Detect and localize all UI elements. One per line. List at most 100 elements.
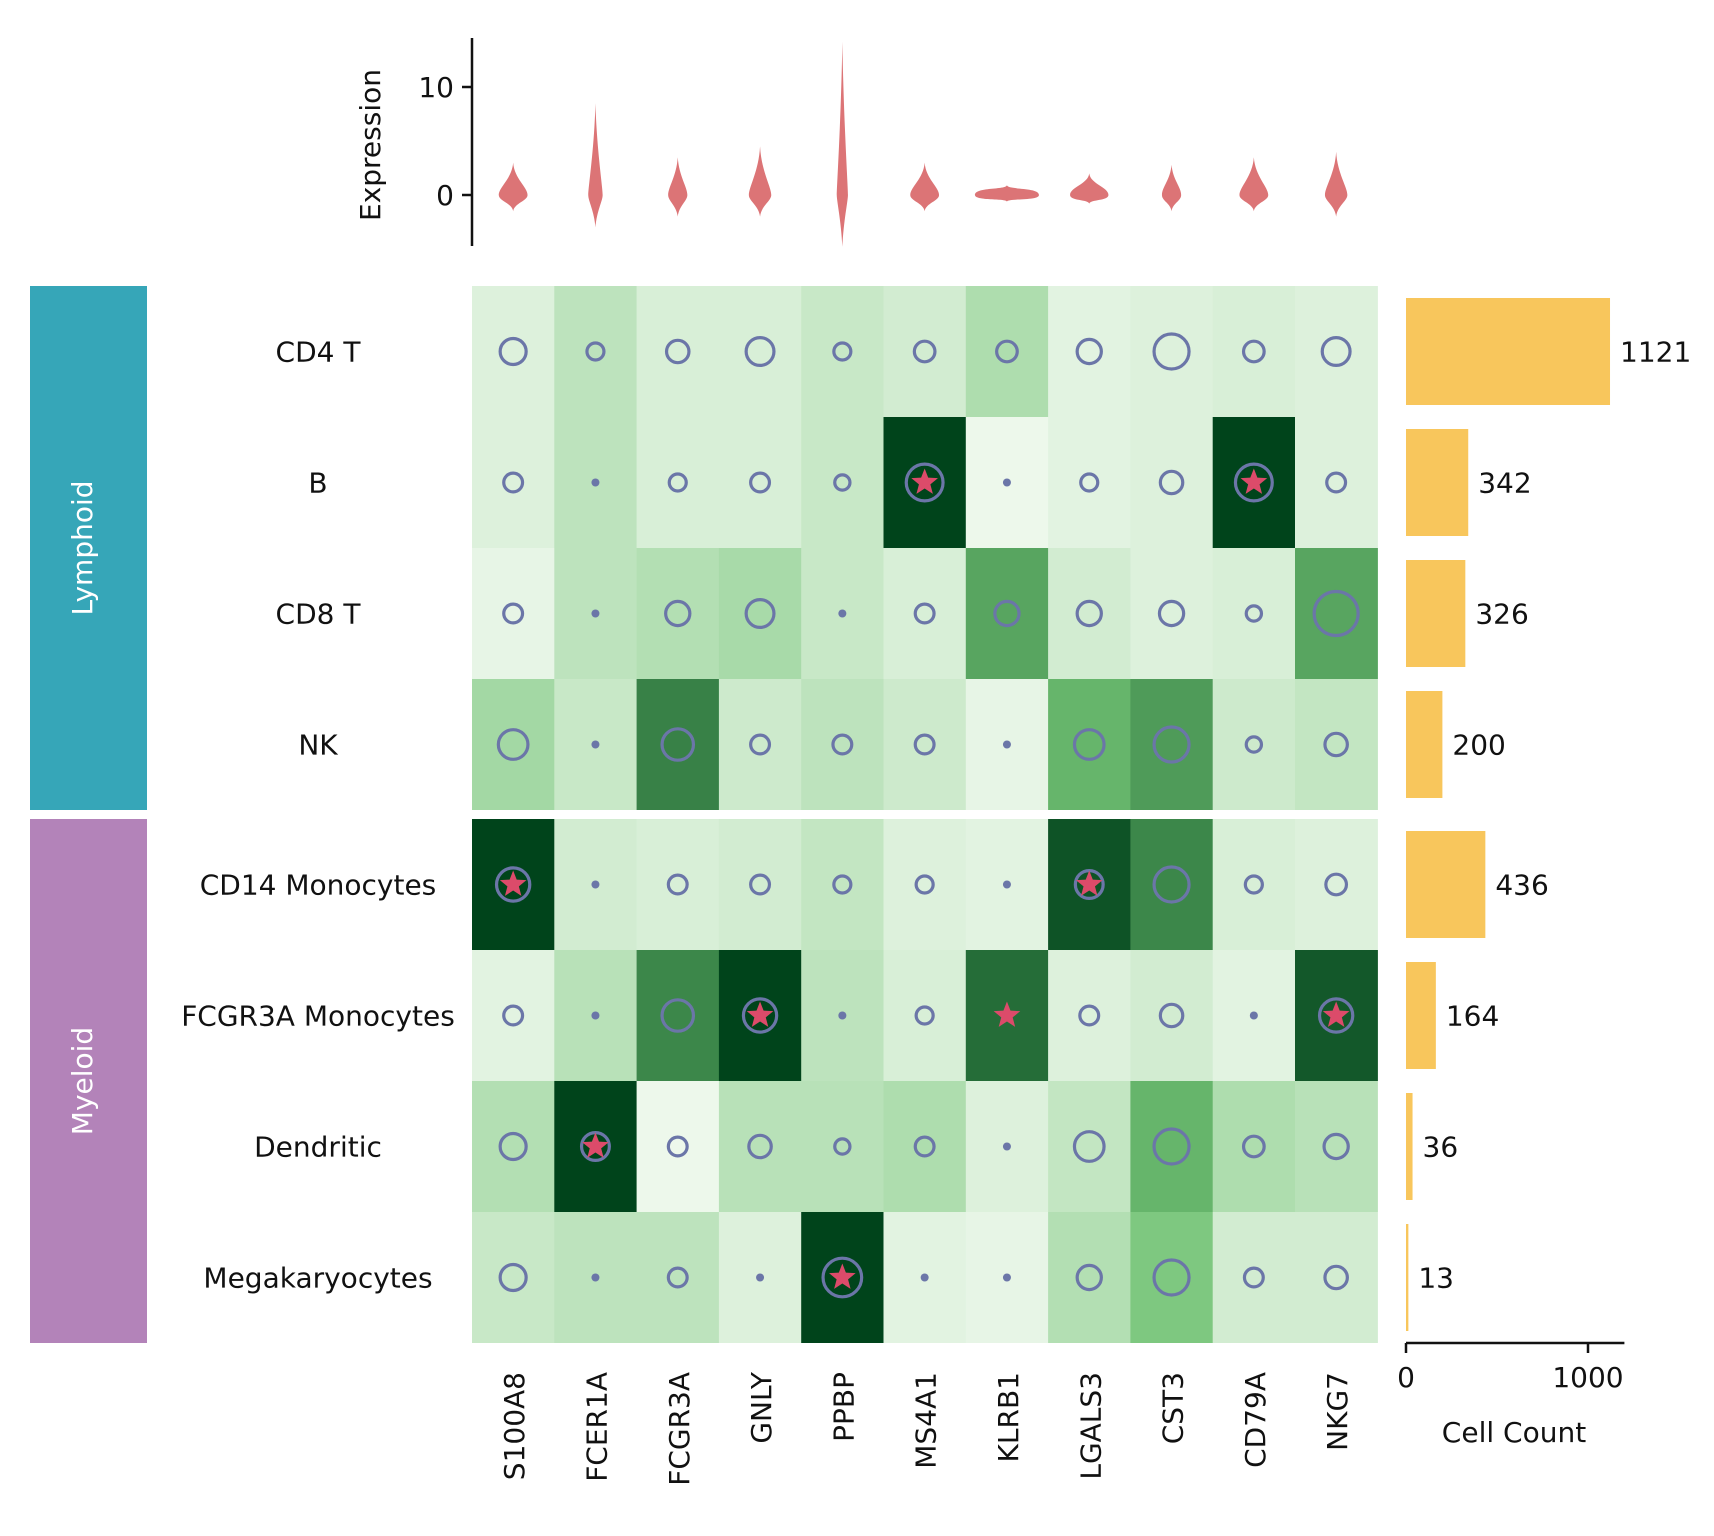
cell-count-x-tick-label: 0 (1397, 1361, 1415, 1394)
heat-cell-cd8-t-nkg7 (1295, 548, 1378, 679)
heat-cell-cd14-monocytes-cst3 (1130, 819, 1214, 950)
circle-marker (1323, 731, 1349, 758)
dot-marker (838, 1011, 847, 1020)
group-bar-lymphoid (30, 286, 147, 810)
heat-cell-cd14-monocytes-nkg7 (1295, 819, 1378, 950)
heat-cell-cd8-t-s100a8 (472, 548, 555, 679)
circle-marker (747, 1133, 773, 1160)
heat-cell-nk-ms4a1 (883, 679, 967, 810)
circle-marker (1324, 872, 1349, 897)
heat-cell-nk-cd79a (1212, 679, 1296, 810)
heat-cell-cd8-t-cst3 (1130, 548, 1214, 679)
circle-marker (666, 873, 689, 896)
row-label-b: B (308, 467, 327, 500)
circle-marker (1152, 725, 1191, 764)
circle-marker (913, 602, 936, 625)
column-label-fcgr3a: FCGR3A (663, 1372, 696, 1486)
cell-count-label: 164 (1446, 1000, 1499, 1033)
cell-count-bar-dendritic (1406, 1093, 1413, 1200)
dot-marker (838, 609, 847, 618)
heat-cell-cd4-t-fcgr3a (636, 286, 720, 417)
cell-count-label: 1121 (1620, 336, 1691, 369)
cell-count-bar-megakaryocytes (1406, 1224, 1409, 1331)
heat-cell-cd4-t-lgals3 (1048, 286, 1131, 417)
heat-cell-cd4-t-fcer1a (554, 286, 638, 417)
circle-marker (749, 733, 772, 756)
heat-cell-cd4-t-s100a8 (472, 286, 555, 417)
heat-cell-cd14-monocytes-ppbp (801, 819, 885, 950)
violin-y-tick-label: 0 (436, 179, 454, 212)
violin-lgals3 (1070, 173, 1109, 204)
dot-marker (1002, 1273, 1011, 1282)
heat-cell-fcgr3a-monocytes-s100a8 (472, 950, 555, 1081)
dot-marker (1002, 880, 1011, 889)
column-label-gnly: GNLY (745, 1371, 778, 1444)
dot-marker (756, 1273, 765, 1282)
column-label-cst3: CST3 (1157, 1372, 1190, 1444)
circle-marker (1152, 1258, 1191, 1297)
row-labels: CD4 T B CD8 T NK CD14 Monocytes FCGR3A Monocy… (181, 336, 455, 1295)
heat-cell-megakaryocytes-cd79a (1212, 1212, 1296, 1343)
dot-marker (591, 1273, 600, 1282)
heat-cell-cd14-monocytes-fcgr3a (636, 819, 720, 950)
heat-cell-cd4-t-cst3 (1130, 286, 1214, 417)
cell-count-bar-cd8-t (1406, 560, 1466, 667)
heat-cell-dendritic-lgals3 (1048, 1081, 1131, 1212)
heat-cell-nk-lgals3 (1048, 679, 1131, 810)
row-label-nk: NK (298, 729, 338, 762)
heat-cell-nk-nkg7 (1295, 679, 1378, 810)
heat-cell-cd14-monocytes-ms4a1 (883, 819, 967, 950)
heat-cell-dendritic-cd79a (1212, 1081, 1296, 1212)
dot-marker (591, 740, 600, 749)
circle-marker (1078, 1004, 1101, 1027)
heat-cell-b-lgals3 (1048, 417, 1131, 548)
group-label-lymphoid: Lymphoid (66, 480, 99, 615)
cell-count-label: 326 (1475, 598, 1528, 631)
violin-cd79a (1239, 157, 1269, 212)
star-marker (1322, 1001, 1350, 1027)
cell-count-bar-nk (1406, 691, 1443, 798)
cell-count-bar-b (1406, 429, 1469, 536)
heat-cell-cd4-t-klrb1 (965, 286, 1049, 417)
heat-cell-cd14-monocytes-gnly (718, 819, 802, 950)
heat-cell-fcgr3a-monocytes-ms4a1 (883, 950, 967, 1081)
circle-marker (660, 998, 696, 1033)
cell-count-label: 13 (1418, 1262, 1454, 1295)
circle-marker (498, 336, 528, 367)
circle-marker (664, 599, 692, 628)
circle-marker (1152, 1127, 1191, 1166)
heat-cell-dendritic-ppbp (801, 1081, 885, 1212)
circle-marker (1320, 336, 1352, 368)
cell-count-bar-fcgr3a-monocytes (1406, 962, 1436, 1069)
cell-count-label: 436 (1495, 869, 1548, 902)
circle-marker (993, 599, 1021, 628)
violin-y-tick-label: 10 (418, 71, 454, 104)
heat-cell-dendritic-nkg7 (1295, 1081, 1378, 1212)
violin-y-axis-label: Expression (354, 69, 387, 221)
dot-marker (591, 478, 600, 487)
column-label-ms4a1: MS4A1 (910, 1372, 943, 1469)
heat-cell-b-cst3 (1130, 417, 1214, 548)
heat-cell-b-s100a8 (472, 417, 555, 548)
dot-marker (591, 609, 600, 618)
heatmap-cells (472, 286, 1378, 1343)
circle-marker (914, 1005, 935, 1026)
cell-count-bar-cd4-t (1406, 298, 1611, 405)
cell-count-x-tick-label: 1000 (1552, 1361, 1623, 1394)
circle-marker (498, 1131, 528, 1162)
column-label-klrb1: KLRB1 (992, 1372, 1025, 1462)
row-label-cd14-monocytes: CD14 Monocytes (200, 869, 437, 902)
circle-marker (741, 997, 779, 1034)
violin-klrb1 (974, 185, 1039, 202)
circle-marker (1152, 332, 1191, 371)
circle-marker (1158, 469, 1185, 496)
circle-marker (912, 339, 937, 364)
heat-cell-megakaryocytes-fcgr3a (636, 1212, 720, 1343)
circle-marker (749, 873, 772, 896)
violin-fcgr3a (668, 157, 688, 217)
heat-cell-cd14-monocytes-cd79a (1212, 819, 1296, 950)
heat-cell-megakaryocytes-cst3 (1130, 1212, 1214, 1343)
row-label-cd8-t: CD8 T (276, 598, 362, 631)
heat-cell-nk-s100a8 (472, 679, 555, 810)
circle-marker (914, 874, 935, 895)
